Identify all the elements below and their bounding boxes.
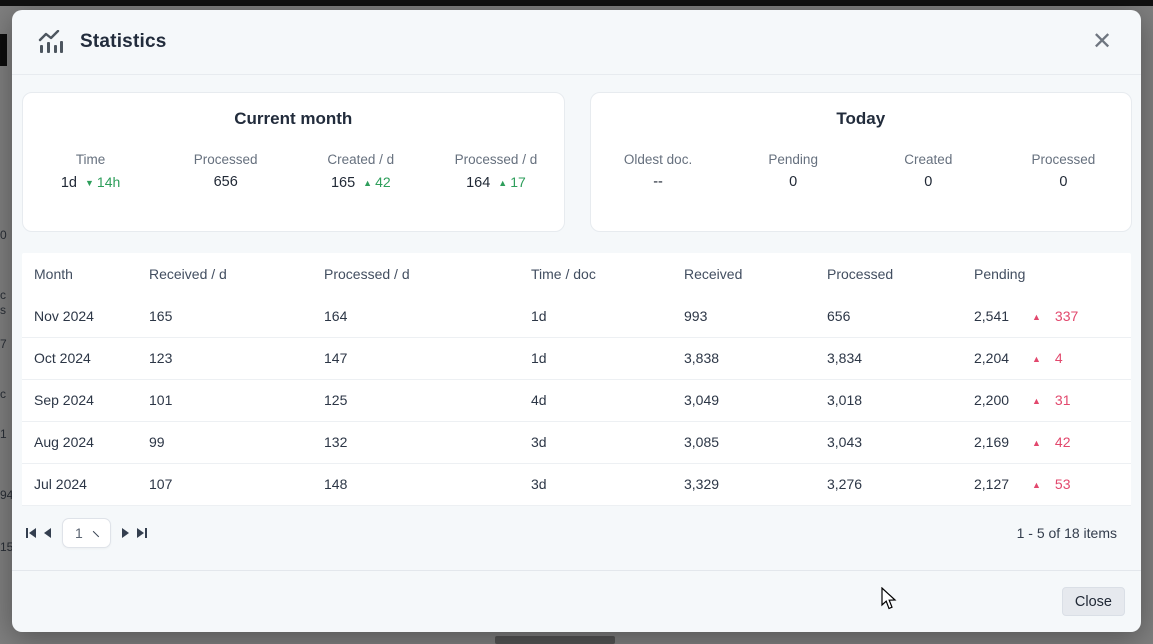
column-received-d: Received / d [149, 266, 227, 282]
summary-cards: Current month Time 1d ▼ 14h Processed 656 … [22, 92, 1132, 232]
column-month: Month [34, 266, 73, 282]
background-fragment: 0 [0, 228, 7, 242]
pager-info: 1 - 5 of 18 items [1016, 524, 1117, 541]
stat-oldest-doc: Oldest doc. -- [623, 152, 693, 190]
stat-processed-today: Processed 0 [1031, 152, 1096, 190]
background-bottom-fragment [495, 636, 615, 644]
pagination-bar: 1 1 - 5 of 18 items [22, 516, 1131, 550]
pending-delta: ▲ 53 [1032, 476, 1071, 492]
pending-delta: ▲ 337 [1032, 307, 1079, 324]
down-triangle-icon: ▼ [84, 178, 94, 188]
dialog-title: Statistics [80, 31, 167, 52]
dialog-footer: Close [12, 570, 1141, 632]
created-delta: ▲ 42 [363, 174, 391, 190]
column-time-doc: Time / doc [531, 266, 596, 282]
background-fragment: 1 [0, 427, 7, 441]
current-page-value: 1 [75, 524, 83, 541]
pending-delta: ▲ 31 [1032, 392, 1071, 408]
pending-delta: ▲ 4 [1032, 350, 1063, 366]
pending-delta: ▲ 42 [1032, 434, 1071, 450]
card-stats: Oldest doc. -- Pending 0 Created 0 Proce… [591, 152, 1132, 190]
stat-created-per-day: Created / d 165 ▲ 42 [327, 152, 395, 191]
stat-created: Created 0 [904, 152, 953, 190]
up-triangle-icon: ▲ [363, 178, 373, 188]
background-fragment: s [0, 303, 6, 317]
up-triangle-icon: ▲ [1032, 311, 1041, 322]
processed-delta: ▲ 17 [498, 174, 526, 190]
close-icon[interactable]: ✕ [1087, 27, 1117, 57]
table-row: Sep 2024 101 125 4d 3,049 3,018 2,200 ▲ 31 [22, 378, 1131, 421]
background-left-strip: 0 c s 7 c 1 94 15 [0, 6, 14, 644]
first-page-button[interactable] [22, 524, 40, 542]
statistics-chart-icon [38, 30, 63, 53]
card-stats: Time 1d ▼ 14h Processed 656 Created / d 16… [23, 152, 564, 191]
today-card: Today Oldest doc. -- Pending 0 Created 0… [589, 92, 1132, 232]
table-row: Oct 2024 123 147 1d 3,838 3,834 2,204 ▲ 4 [22, 336, 1131, 379]
column-processed-d: Processed / d [324, 266, 410, 282]
table-header-row: Month Received / d Processed / d Time / … [22, 253, 1131, 295]
stat-pending: Pending 0 [768, 152, 818, 190]
previous-page-icon [44, 527, 51, 538]
table-row: Nov 2024 165 164 1d 993 656 2,541 ▲ 337 [34, 307, 1079, 324]
chevron-down-icon [92, 525, 105, 537]
column-processed: Processed [827, 266, 894, 282]
card-title: Current month [234, 109, 353, 128]
column-received: Received [684, 266, 743, 282]
background-fragment: 7 [0, 337, 7, 351]
up-triangle-icon: ▲ [1032, 396, 1041, 406]
up-triangle-icon: ▲ [1032, 438, 1041, 448]
background-top-bar [0, 0, 1153, 6]
up-triangle-icon: ▲ [498, 178, 508, 188]
last-page-button[interactable] [133, 524, 151, 542]
last-page-icon [137, 527, 144, 538]
background-fragment: c [0, 288, 6, 302]
current-month-card: Current month Time 1d ▼ 14h Processed 656 … [22, 92, 565, 232]
next-page-icon [122, 527, 129, 538]
table-row: Aug 2024 99 132 3d 3,085 3,043 2,169 ▲ 42 [22, 420, 1131, 463]
previous-page-button[interactable] [40, 524, 55, 542]
time-delta: ▼ 14h [84, 174, 121, 190]
background-fragment: c [0, 387, 6, 401]
stat-processed-per-day: Processed / d 164 ▲ 17 [454, 152, 538, 191]
background-heading-fragment [0, 34, 7, 66]
stat-time: Time 1d ▼ 14h [60, 152, 121, 191]
up-triangle-icon: ▲ [1032, 480, 1041, 490]
monthly-stats-table: Month Received / d Processed / d Time / … [22, 253, 1131, 506]
background-fragment: 15 [0, 540, 14, 554]
next-page-button[interactable] [118, 524, 133, 542]
column-pending: Pending [974, 266, 1026, 282]
statistics-dialog: Statistics ✕ Current month Time 1d ▼ 14h P… [12, 10, 1141, 632]
up-triangle-icon: ▲ [1032, 354, 1041, 364]
stat-processed: Processed 656 [193, 152, 258, 190]
dialog-header: Statistics ✕ [12, 10, 1141, 75]
first-page-icon [26, 527, 28, 538]
background-fragment: 94 [0, 488, 14, 502]
table-row: Jul 2024 107 148 3d 3,329 3,276 2,127 ▲ 53 [22, 462, 1131, 506]
card-title: Today [836, 109, 886, 128]
page-number-dropdown[interactable]: 1 [62, 517, 111, 548]
close-button[interactable]: Close [1061, 587, 1125, 616]
